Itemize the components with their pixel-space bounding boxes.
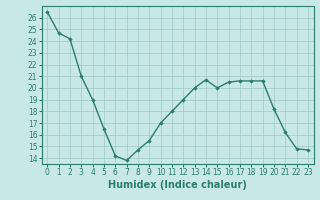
X-axis label: Humidex (Indice chaleur): Humidex (Indice chaleur) bbox=[108, 180, 247, 190]
